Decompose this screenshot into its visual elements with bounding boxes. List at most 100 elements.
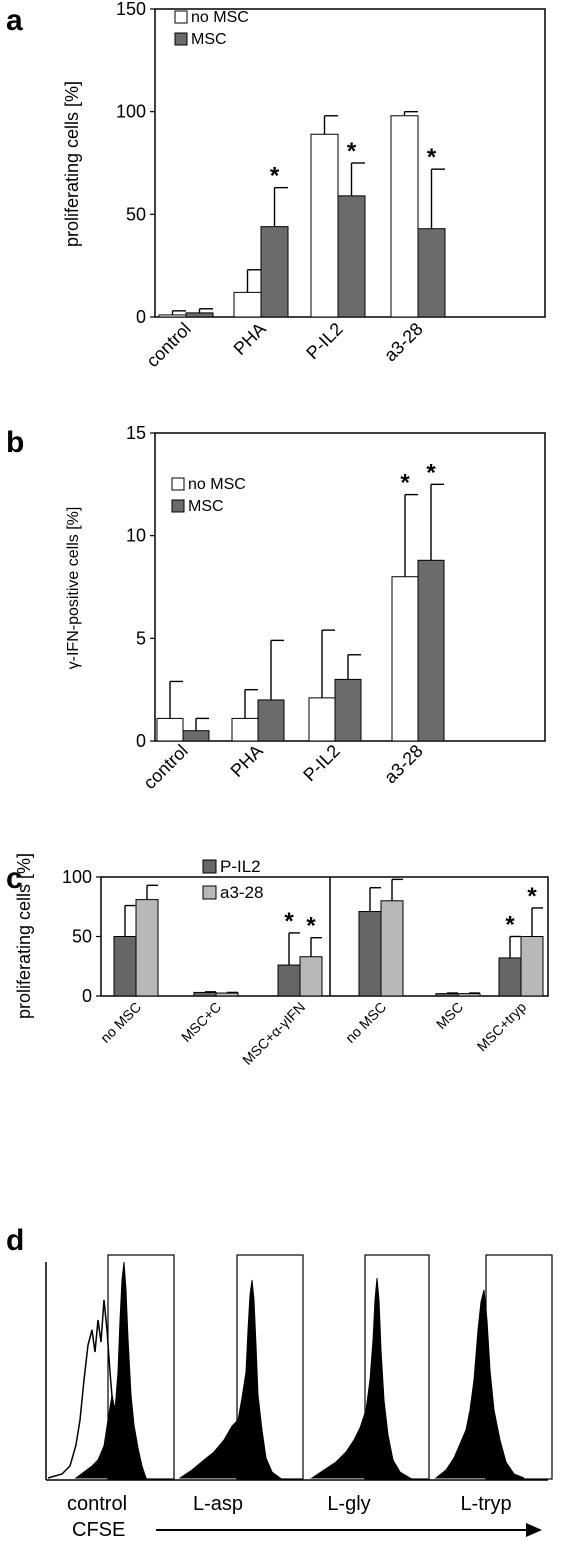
panel-label-c: c	[6, 862, 23, 895]
y-tick-label: 150	[116, 0, 146, 19]
significance-star: *	[347, 138, 357, 165]
y-tick-label: 50	[72, 927, 92, 947]
x-tick-label: P-IL2	[299, 741, 344, 786]
histogram-control-filled	[74, 1261, 147, 1479]
significance-star: *	[400, 470, 410, 497]
histogram-l-asp-filled	[178, 1279, 282, 1479]
y-tick-label: 5	[136, 628, 146, 648]
y-tick-label: 100	[62, 867, 92, 887]
y-tick-label: 0	[136, 731, 146, 751]
x-tick-label: PHA	[230, 319, 270, 359]
y-tick-label: 0	[82, 986, 92, 1006]
bar	[158, 314, 187, 318]
gate-l-asp	[236, 1254, 304, 1480]
bar	[358, 911, 382, 997]
bar	[334, 678, 362, 742]
y-axis-label: proliferating cells [%]	[62, 81, 82, 247]
bar	[390, 115, 419, 318]
chart-a: 0 50 100 150 proliferating cells [%] * * * contr…	[62, 0, 546, 371]
bar	[233, 291, 262, 318]
bar	[193, 991, 217, 997]
legend-label: MSC	[188, 498, 224, 515]
x-tick-label: MSC+C	[178, 999, 224, 1045]
y-tick-label: 15	[126, 423, 146, 443]
bar	[435, 993, 459, 997]
legend-label: P-IL2	[220, 857, 261, 876]
bar	[156, 717, 184, 742]
histogram-control	[47, 1254, 175, 1480]
x-tick-label: MSC+α-γIFN	[239, 999, 308, 1068]
legend-swatch	[174, 10, 188, 24]
y-axis-label: γ-IFN-positive cells [%]	[65, 507, 82, 670]
gate-control	[107, 1254, 175, 1480]
histogram-l-gly-filled	[310, 1277, 412, 1479]
x-tick-label: a3-28	[380, 741, 427, 788]
bar	[337, 195, 366, 318]
d-label-l-tryp: L-tryp	[460, 1493, 511, 1515]
x-tick-label: no MSC	[97, 999, 144, 1046]
y-tick-label: 50	[126, 204, 146, 224]
y-tick-label: 10	[126, 526, 146, 546]
bar	[391, 576, 419, 742]
histogram-l-tryp	[434, 1254, 553, 1480]
histogram-l-gly	[310, 1254, 430, 1480]
legend-swatch	[171, 499, 185, 513]
y-axis-label: proliferating cells [%]	[14, 853, 34, 1019]
y-tick-label: 100	[116, 102, 146, 122]
x-tick-label: P-IL2	[302, 319, 347, 364]
bar	[185, 312, 214, 318]
bar	[417, 228, 446, 318]
d-arrow-head	[526, 1523, 542, 1537]
bar	[520, 936, 544, 997]
significance-star: *	[306, 913, 316, 940]
y-tick-label: 0	[136, 307, 146, 327]
d-label-l-asp: L-asp	[193, 1493, 243, 1515]
significance-star: *	[270, 163, 280, 190]
plot-frame	[100, 876, 549, 997]
histogram-l-tryp-filled	[434, 1289, 525, 1479]
legend-label: MSC	[191, 31, 227, 48]
legend-label: no MSC	[188, 476, 246, 493]
bar	[215, 992, 239, 997]
bar	[113, 936, 137, 997]
x-tick-label: MSC+tryp	[474, 999, 530, 1055]
d-label-l-gly: L-gly	[327, 1493, 370, 1515]
d-label-control: control	[67, 1493, 127, 1515]
chart-c: 0 50 100 proliferating cells [%] * * * * no MSC M…	[14, 853, 549, 1068]
significance-star: *	[505, 912, 515, 939]
gate-l-gly	[364, 1254, 430, 1480]
gate-l-tryp	[485, 1254, 553, 1480]
histogram-l-asp	[178, 1254, 304, 1480]
bar	[277, 964, 301, 997]
legend-swatch	[174, 32, 188, 46]
bar	[260, 226, 289, 318]
chart-b: 0 5 10 15 γ-IFN-positive cells [%] * * control P…	[65, 423, 546, 793]
bar	[457, 993, 481, 997]
bar	[417, 559, 445, 742]
x-tick-label: control	[142, 319, 194, 371]
x-tick-label: MSC	[433, 999, 466, 1032]
legend-swatch	[202, 885, 217, 900]
panel-label-d: d	[6, 1224, 24, 1257]
bar	[299, 956, 323, 997]
bar	[231, 717, 259, 742]
bar	[257, 699, 285, 742]
significance-star: *	[527, 883, 537, 910]
legend-label: a3-28	[220, 883, 263, 902]
bar	[182, 730, 210, 742]
bar	[310, 133, 339, 318]
bar	[498, 957, 522, 997]
significance-star: *	[427, 144, 437, 171]
panel-label-a: a	[6, 4, 23, 37]
panel-label-b: b	[6, 426, 24, 459]
significance-star: *	[284, 908, 294, 935]
chart-d: control L-asp L-gly L-tryp CFSE	[45, 1254, 553, 1541]
bar	[308, 697, 336, 742]
d-xlabel-cfse: CFSE	[72, 1519, 125, 1541]
bar	[135, 899, 159, 997]
significance-star: *	[426, 459, 436, 486]
bar	[380, 900, 404, 997]
x-tick-label: no MSC	[342, 999, 389, 1046]
legend-label: no MSC	[191, 9, 249, 26]
